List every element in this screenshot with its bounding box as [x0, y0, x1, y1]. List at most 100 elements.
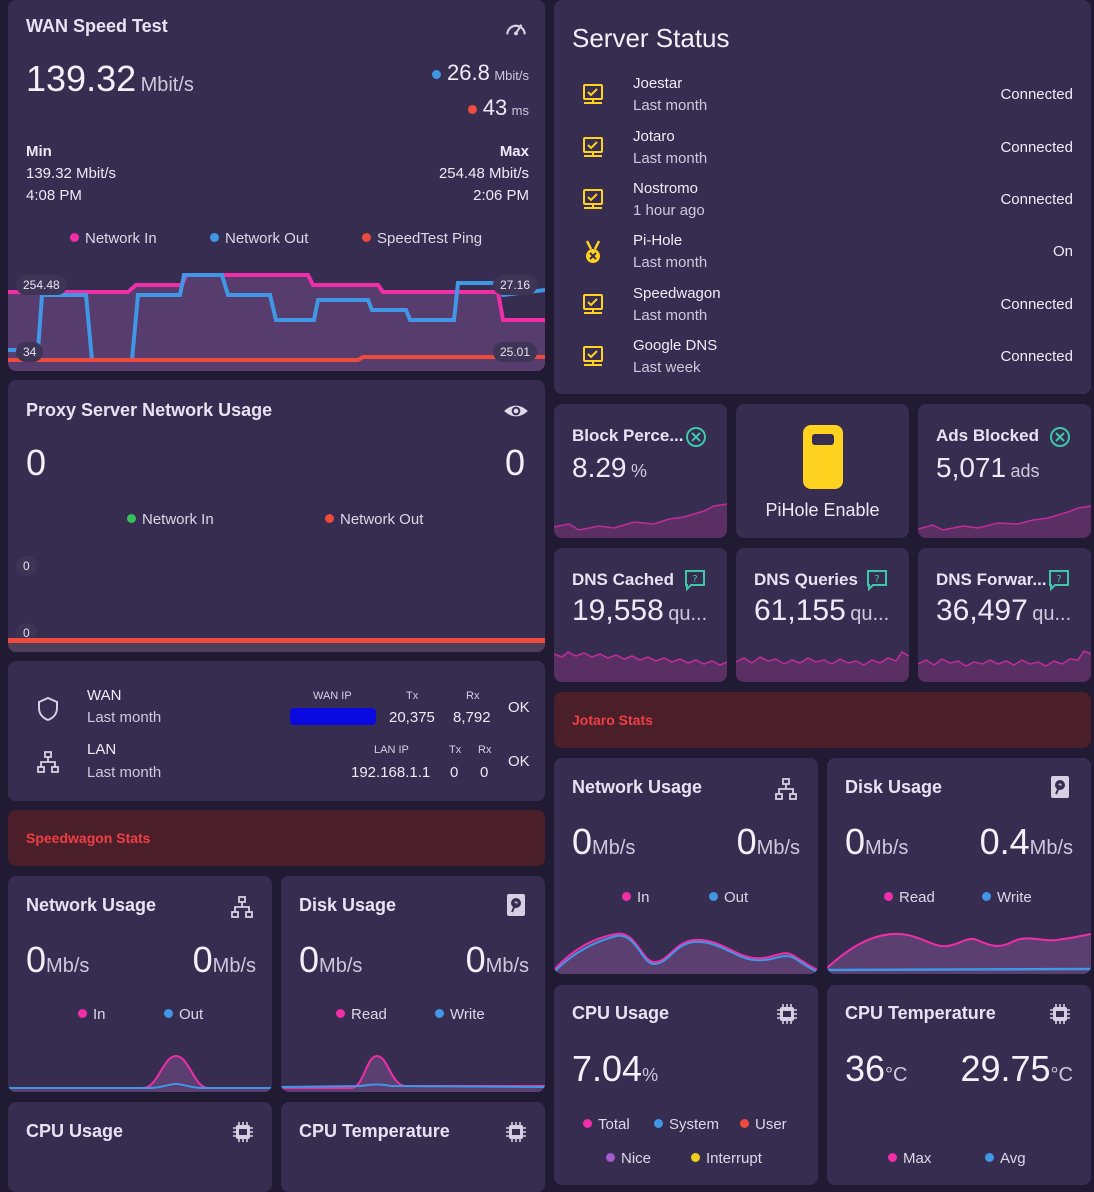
server-status-value: Connected [1000, 86, 1073, 103]
jotaro-stats-banner: Jotaro Stats [554, 692, 1091, 748]
min-value: 139.32 Mbit/s [26, 165, 117, 182]
lan-tx: 0 [450, 764, 459, 781]
server-row[interactable]: Jotaro Last month Connected [554, 125, 1091, 171]
svg-text:?: ? [692, 574, 697, 585]
legend-network-out[interactable]: Network Out [325, 511, 423, 528]
speedwagon-disk-chart [281, 1054, 545, 1092]
chip-icon [1049, 1003, 1071, 1025]
server-status-value: Connected [1000, 191, 1073, 208]
server-last-seen: Last month [633, 150, 708, 167]
legend-write[interactable]: Write [982, 889, 1032, 906]
server-row[interactable]: Pi-Hole Last month On [554, 229, 1091, 275]
server-status-value: Connected [1000, 139, 1073, 156]
jotaro-temp-card[interactable]: CPU Temperature 36°C 29.75°C Max Avg [827, 985, 1091, 1185]
server-last-seen: Last month [633, 97, 708, 114]
proxy-network-card[interactable]: Proxy Server Network Usage 0 0 Network I… [8, 380, 545, 652]
wan-status: OK [508, 699, 530, 716]
svg-text:?: ? [1056, 574, 1061, 585]
upload-speed: 26.8 [447, 60, 490, 85]
harddisk-icon [1049, 775, 1071, 799]
server-name: Joestar [633, 75, 683, 92]
server-row[interactable]: Google DNS Last week Connected [554, 334, 1091, 380]
block-percentage-card[interactable]: Block Perce... 8.29 % [554, 404, 727, 538]
wan-name: WAN [87, 687, 122, 704]
legend-max[interactable]: Max [888, 1150, 931, 1167]
jotaro-disk-card[interactable]: Disk Usage 0Mb/s 0.4Mb/s Read Write [827, 758, 1091, 974]
server-icon [581, 136, 605, 160]
server-row[interactable]: Nostromo 1 hour ago Connected [554, 177, 1091, 223]
lan-sub: Last month [87, 764, 162, 781]
proxy-chart-line [8, 638, 545, 643]
chip-icon [232, 1121, 254, 1143]
server-name: Nostromo [633, 180, 699, 197]
jotaro-cpu-card[interactable]: CPU Usage 7.04% Total System User Nice I… [554, 985, 818, 1185]
legend-in[interactable]: In [78, 1006, 106, 1023]
jotaro-network-chart [554, 932, 818, 974]
speedwagon-cpu-card[interactable]: CPU Usage [8, 1102, 272, 1192]
axis-left-bottom: 34 [16, 342, 44, 362]
wan-tx: 20,375 [389, 709, 435, 726]
legend-system[interactable]: System [654, 1116, 719, 1133]
close-circle-icon [685, 426, 707, 448]
legend-network-in[interactable]: Network In [127, 511, 214, 528]
current-speed: 139.32 [26, 58, 137, 99]
server-name: Speedwagon [633, 285, 721, 302]
legend-interrupt[interactable]: Interrupt [691, 1150, 762, 1167]
legend-out[interactable]: Out [164, 1006, 203, 1023]
legend-in[interactable]: In [622, 889, 650, 906]
pihole-enable-label: PiHole Enable [765, 500, 880, 520]
legend-avg[interactable]: Avg [985, 1150, 1026, 1167]
dns-cached-chart [554, 651, 727, 682]
close-circle-icon [1049, 426, 1071, 448]
jotaro-network-card[interactable]: Network Usage 0Mb/s 0Mb/s In Out [554, 758, 818, 974]
legend-nice[interactable]: Nice [606, 1150, 651, 1167]
axis-top: 0 [16, 556, 37, 576]
speedwagon-stats-banner: Speedwagon Stats [8, 810, 545, 866]
dns-cached-card[interactable]: DNS Cached ? 19,558 qu... [554, 548, 727, 682]
legend-write[interactable]: Write [435, 1006, 485, 1023]
speedwagon-disk-card[interactable]: Disk Usage 0Mb/s 0Mb/s Read Write [281, 876, 545, 1092]
server-status-value: On [1052, 243, 1073, 260]
legend-network-out[interactable]: Network Out [210, 230, 308, 247]
jotaro-disk-chart [827, 932, 1091, 974]
axis-left-top: 254.48 [16, 275, 67, 295]
lan-status: OK [508, 753, 530, 770]
speedometer-icon [503, 16, 529, 42]
server-row[interactable]: Joestar Last month Connected [554, 72, 1091, 118]
legend-speedtest-ping[interactable]: SpeedTest Ping [362, 230, 482, 247]
dns-queries-card[interactable]: DNS Queries ? 61,155 qu... [736, 548, 909, 682]
lan-name: LAN [87, 741, 117, 758]
legend-total[interactable]: Total [583, 1116, 630, 1133]
speedwagon-network-card[interactable]: Network Usage 0Mb/s 0Mb/s In Out [8, 876, 272, 1092]
speed-unit: Mbit/s [140, 74, 194, 96]
server-last-seen: Last month [633, 307, 708, 324]
chip-icon [776, 1003, 798, 1025]
dns-forwarded-card[interactable]: DNS Forwar... ? 36,497 qu... [918, 548, 1091, 682]
server-last-seen: 1 hour ago [633, 202, 705, 219]
proxy-in-value: 0 [26, 442, 47, 483]
server-row[interactable]: Speedwagon Last month Connected [554, 282, 1091, 328]
help-message-icon: ? [865, 568, 889, 592]
lan-ip: 192.168.1.1 [351, 764, 431, 781]
legend-user[interactable]: User [740, 1116, 787, 1133]
server-icon [581, 83, 605, 107]
server-name: Google DNS [633, 337, 718, 354]
ads-blocked-card[interactable]: Ads Blocked 5,071 ads [918, 404, 1091, 538]
legend-read[interactable]: Read [336, 1006, 387, 1023]
help-message-icon: ? [1047, 568, 1071, 592]
legend-network-in[interactable]: Network In [70, 230, 157, 247]
help-message-icon: ? [683, 568, 707, 592]
pihole-enable-button[interactable]: PiHole Enable [736, 404, 909, 538]
legend-read[interactable]: Read [884, 889, 935, 906]
dns-forwarded-chart [918, 650, 1091, 682]
chip-icon [505, 1121, 527, 1143]
speedwagon-network-chart [8, 1054, 272, 1092]
legend-out[interactable]: Out [709, 889, 748, 906]
speedwagon-temp-card[interactable]: CPU Temperature [281, 1102, 545, 1192]
server-name: Pi-Hole [633, 232, 683, 249]
medal-icon [581, 240, 605, 266]
svg-text:?: ? [874, 574, 879, 585]
server-last-seen: Last month [633, 254, 708, 271]
wan-speed-test-card[interactable]: WAN Speed Test 139.32 Mbit/s 26.8 Mbit/s… [8, 0, 545, 371]
harddisk-icon [505, 893, 527, 917]
